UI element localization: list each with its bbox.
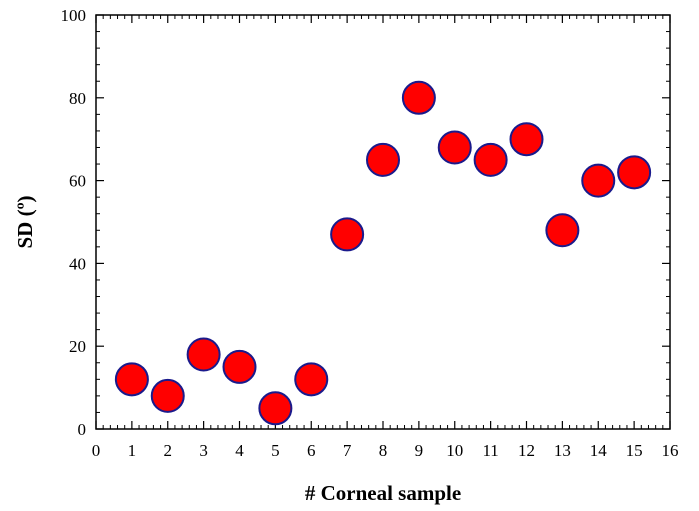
axis-ticks [95, 14, 671, 430]
x-tick-label: 6 [307, 441, 316, 460]
x-tick-label: 5 [271, 441, 280, 460]
x-tick-label: 16 [662, 441, 679, 460]
x-tick-label: 12 [518, 441, 535, 460]
data-point [617, 155, 652, 190]
data-point [222, 349, 257, 384]
x-tick-label: 4 [235, 441, 244, 460]
data-points [114, 80, 652, 426]
y-tick-label: 100 [61, 6, 87, 25]
x-tick-label: 15 [626, 441, 643, 460]
y-tick-label: 60 [69, 172, 86, 191]
x-tick-label: 11 [482, 441, 498, 460]
x-tick-label: 2 [164, 441, 173, 460]
x-tick-label: 10 [446, 441, 463, 460]
x-tick-label: 7 [343, 441, 352, 460]
y-axis-title: SD (º) [13, 195, 37, 248]
data-point [294, 362, 329, 397]
y-tick-label: 0 [78, 420, 87, 439]
data-point [437, 130, 472, 165]
data-point [401, 80, 436, 115]
data-point [473, 142, 508, 177]
x-tick-label: 0 [92, 441, 101, 460]
x-axis-title: # Corneal sample [305, 481, 461, 505]
data-point [545, 213, 580, 248]
y-tick-label: 80 [69, 89, 86, 108]
x-tick-label: 13 [554, 441, 571, 460]
data-point [366, 142, 400, 177]
x-tick-label: 3 [199, 441, 208, 460]
data-point [186, 337, 221, 372]
data-point [330, 217, 365, 252]
y-tick-label: 20 [69, 337, 86, 356]
plot-frame [95, 14, 671, 430]
data-point [509, 122, 544, 157]
x-tick-label: 14 [590, 441, 608, 460]
data-point [581, 163, 616, 198]
data-point [150, 378, 185, 413]
y-tick-label: 40 [69, 254, 86, 273]
x-tick-label: 8 [379, 441, 388, 460]
x-tick-label: 1 [128, 441, 137, 460]
data-point [114, 362, 149, 397]
x-tick-label: 9 [415, 441, 424, 460]
data-point [258, 391, 293, 426]
